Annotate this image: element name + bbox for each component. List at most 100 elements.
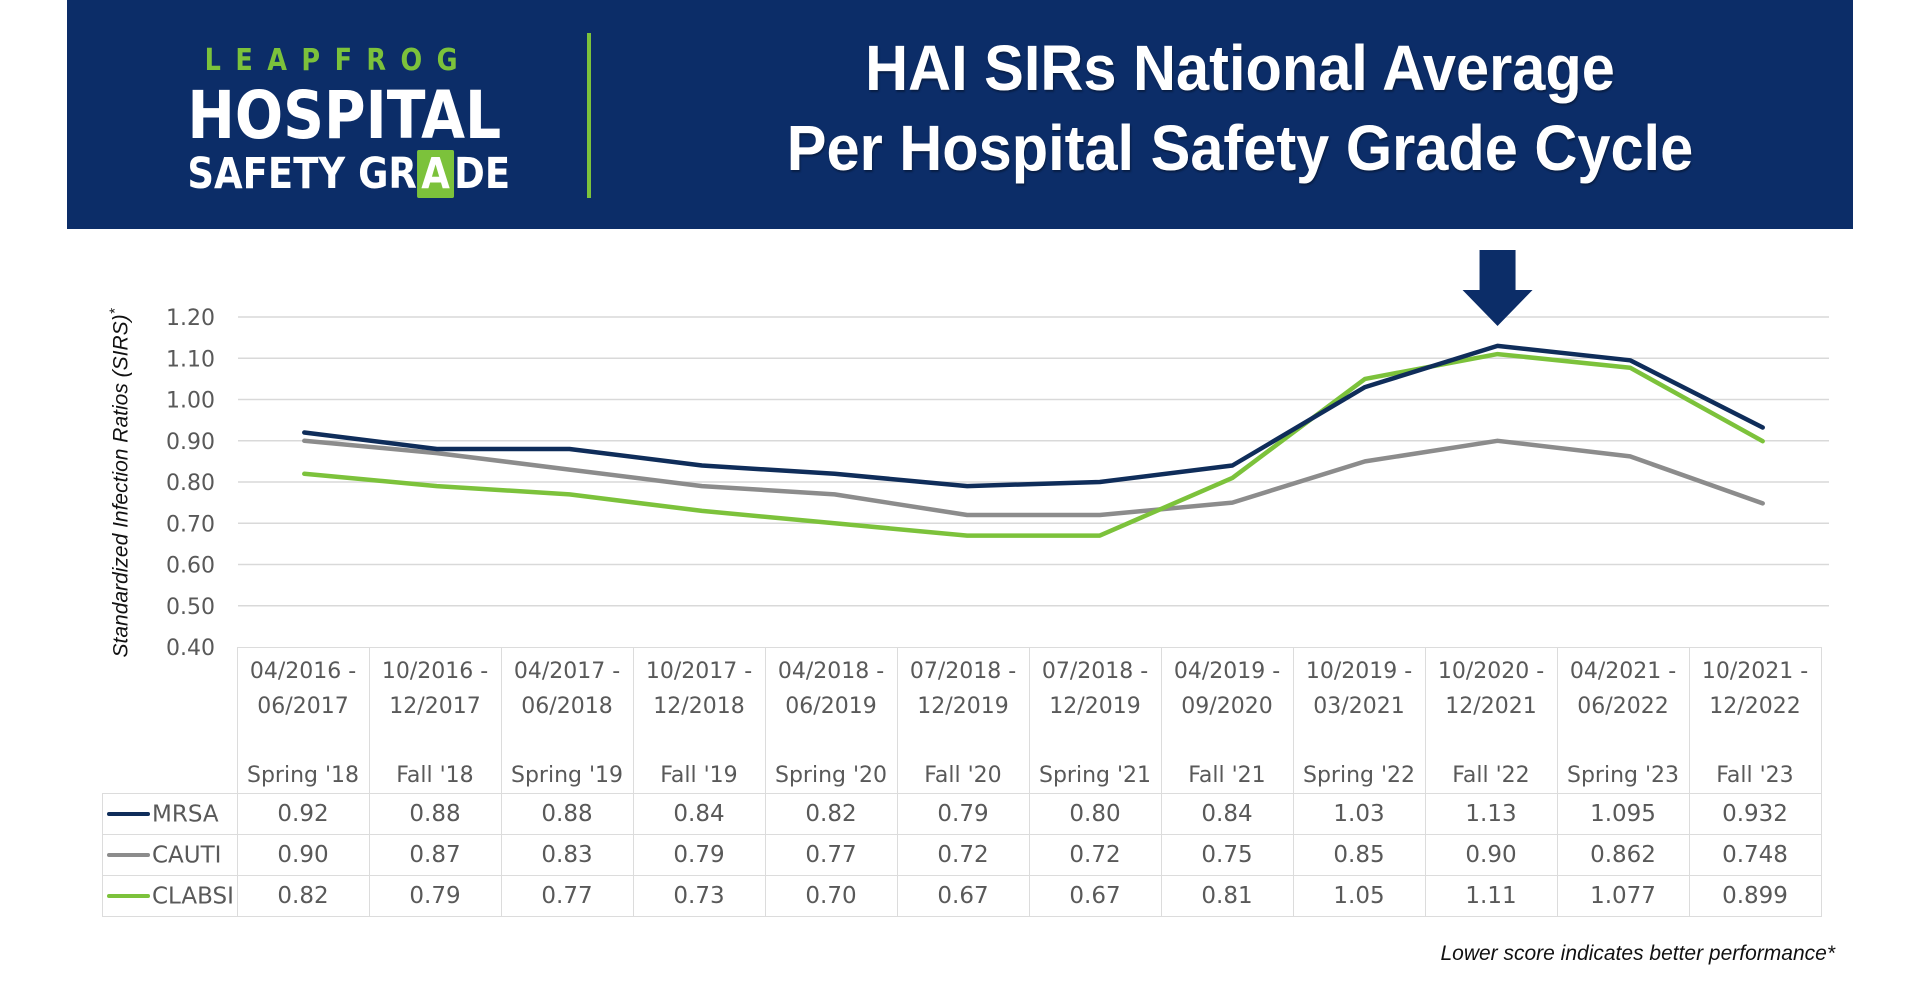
date-range-label: 10/2016 - 12/2017 [370,654,501,724]
cycle-label: Fall '22 [1452,763,1530,788]
legend-label: MRSA [152,801,219,828]
y-tick-label: 0.70 [166,512,215,537]
data-table: 04/2016 - 06/2017 Spring '18 10/2016 - 12/20… [102,647,1822,917]
table-value-cell: 0.67 [896,875,1030,917]
legend-swatch-clabsi [107,894,150,899]
cycle-label: Fall '18 [396,763,474,788]
series-line-cauti [302,438,1765,518]
logo-hospital-text: HOSPITAL [187,77,502,154]
table-header-cell: 04/2019 - 09/2020 Fall '21 [1160,647,1294,794]
cycle-label: Spring '18 [246,763,360,788]
cycle-label: Spring '21 [1038,763,1152,788]
date-range-end: 12/2019 [917,694,1009,719]
table-value-cell: 0.80 [1028,793,1162,835]
table-value-cell: 0.748 [1688,834,1822,876]
y-tick-label: 1.00 [166,389,215,414]
table-value-cell: 0.84 [632,793,766,835]
legend-cell: CAUTI [102,834,238,876]
legend-swatch-mrsa [107,812,150,817]
table-value-cell: 0.72 [1028,834,1162,876]
date-range-label: 04/2019 - 09/2020 [1162,654,1293,724]
date-range-label: 07/2018 - 12/2019 [898,654,1029,724]
table-row-clabsi: CLABSI 0.82 0.79 0.77 0.73 0.70 0.67 0.67 0.81 1.… [102,875,1822,917]
leapfrog-logo: LEAPFROG HOSPITAL SAFETY GRADE [166,44,510,198]
legend-label: CLABSI [152,883,234,910]
cycle-label: Fall '23 [1716,763,1794,788]
date-range-end: 06/2019 [785,694,877,719]
y-tick-label: 0.80 [166,471,215,496]
series-line-mrsa [302,343,1765,489]
table-value-cell: 0.90 [1424,834,1558,876]
table-value-cell: 1.05 [1292,875,1426,917]
date-range-start: 04/2018 - [777,659,885,684]
date-range-end: 12/2018 [653,694,745,719]
table-row-mrsa: MRSA 0.92 0.88 0.88 0.84 0.82 0.79 0.80 0.84 1.03… [102,793,1822,835]
table-header-cell: 04/2017 - 06/2018 Spring '19 [500,647,634,794]
table-header-cell: 07/2018 - 12/2019 Fall '20 [896,647,1030,794]
table-header-cell: 10/2016 - 12/2017 Fall '18 [368,647,502,794]
date-range-label: 10/2021 - 12/2022 [1690,654,1821,724]
header-banner: LEAPFROG HOSPITAL SAFETY GRADE [67,0,1853,229]
table-value-cell: 0.79 [896,793,1030,835]
legend-label: CAUTI [152,842,222,869]
date-range-start: 04/2017 - [513,659,621,684]
table-header-row: 04/2016 - 06/2017 Spring '18 10/2016 - 12/20… [102,647,1822,794]
table-header-cell: 10/2019 - 03/2021 Spring '22 [1292,647,1426,794]
date-range-label: 04/2021 - 06/2022 [1558,654,1689,724]
cycle-label: Spring '23 [1566,763,1680,788]
date-range-end: 12/2019 [1049,694,1141,719]
date-range-start: 10/2016 - [381,659,489,684]
date-range-start: 07/2018 - [1041,659,1149,684]
date-range-end: 12/2017 [389,694,481,719]
table-header-cell: 04/2016 - 06/2017 Spring '18 [236,647,370,794]
cycle-label: Spring '19 [510,763,624,788]
y-tick-label: 0.50 [166,595,215,620]
date-range-label: 04/2018 - 06/2019 [766,654,897,724]
date-range-start: 10/2021 - [1701,659,1809,684]
table-value-cell: 0.70 [764,875,898,917]
title-line-2: Per Hospital Safety Grade Cycle [786,112,1694,184]
table-value-cell: 1.13 [1424,793,1558,835]
table-value-cell: 0.77 [764,834,898,876]
date-range-label: 04/2017 - 06/2018 [502,654,633,724]
date-range-end: 06/2018 [521,694,613,719]
cycle-label: Spring '20 [774,763,888,788]
table-value-cell: 1.095 [1556,793,1690,835]
table-value-cell: 0.88 [500,793,634,835]
table-value-cell: 0.75 [1160,834,1294,876]
table-value-cell: 0.81 [1160,875,1294,917]
date-range-label: 10/2019 - 03/2021 [1294,654,1425,724]
annotations [1462,250,1533,326]
table-value-cell: 0.72 [896,834,1030,876]
header-divider [587,33,591,198]
table-value-cell: 0.82 [764,793,898,835]
table-header-cell: 04/2021 - 06/2022 Spring '23 [1556,647,1690,794]
title-line-1: HAI SIRs National Average [865,32,1615,104]
table-value-cell: 1.03 [1292,793,1426,835]
date-range-start: 04/2016 - [249,659,357,684]
table-header-cell: 04/2018 - 06/2019 Spring '20 [764,647,898,794]
table-value-cell: 0.77 [500,875,634,917]
date-range-start: 07/2018 - [909,659,1017,684]
cycle-label: Spring '22 [1302,763,1416,788]
table-corner [102,647,238,794]
table-value-cell: 0.899 [1688,875,1822,917]
table-header-cell: 10/2020 - 12/2021 Fall '22 [1424,647,1558,794]
gridlines [238,316,1829,607]
date-range-start: 04/2021 - [1569,659,1677,684]
series-lines [302,343,1765,538]
table-value-cell: 0.85 [1292,834,1426,876]
table-value-cell: 0.82 [236,875,370,917]
chart-title: HAI SIRs National Average Per Hospital S… [640,28,1840,188]
date-range-end: 06/2022 [1577,694,1669,719]
table-header-cell: 07/2018 - 12/2019 Spring '21 [1028,647,1162,794]
table-value-cell: 0.932 [1688,793,1822,835]
date-range-end: 12/2022 [1709,694,1801,719]
table-value-cell: 0.67 [1028,875,1162,917]
legend-cell: CLABSI [102,875,238,917]
y-axis-ticks: 1.201.101.000.900.800.700.600.500.40 [166,306,215,661]
y-tick-label: 1.20 [166,306,215,331]
y-tick-label: 0.90 [166,430,215,455]
table-value-cell: 0.84 [1160,793,1294,835]
date-range-start: 10/2019 - [1305,659,1413,684]
